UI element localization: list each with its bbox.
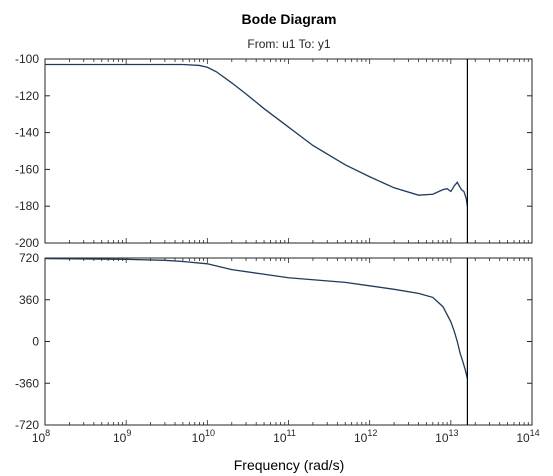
- magnitude-y-tick-label: -100: [15, 52, 39, 66]
- x-tick-label: 1014: [516, 428, 539, 445]
- x-tick-label: 1012: [354, 428, 377, 445]
- x-axis-label: Frequency (rad/s): [234, 457, 344, 473]
- x-tick-label: 1010: [192, 428, 215, 445]
- phase-y-tick-label: -360: [15, 376, 39, 390]
- x-tick-label: 1013: [435, 428, 458, 445]
- x-tick-label: 109: [113, 428, 131, 445]
- chart-subtitle: From: u1 To: y1: [247, 37, 330, 51]
- phase-y-tick-label: 720: [19, 251, 39, 265]
- phase-y-tick-label: 360: [19, 293, 39, 307]
- magnitude-curve: [45, 63, 469, 207]
- chart-title: Bode Diagram: [242, 11, 337, 27]
- magnitude-axes-frame: [44, 58, 533, 244]
- phase-y-tick-label: -720: [15, 418, 39, 432]
- x-tick-label: 1011: [273, 428, 296, 445]
- magnitude-y-tick-label: -140: [15, 126, 39, 140]
- phase-y-tick-label: 0: [32, 335, 39, 349]
- magnitude-y-tick-label: -120: [15, 89, 39, 103]
- phase-axes-frame: [44, 257, 533, 426]
- magnitude-y-tick-label: -200: [15, 236, 39, 250]
- x-tick-label: 108: [32, 428, 50, 445]
- phase-curve: [44, 257, 469, 379]
- magnitude-y-tick-label: -180: [15, 199, 39, 213]
- magnitude-y-tick-label: -160: [15, 162, 39, 176]
